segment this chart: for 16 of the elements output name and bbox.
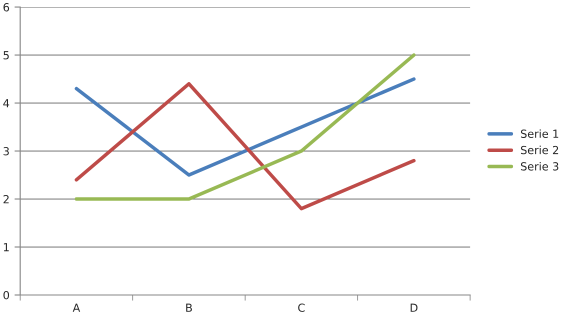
y-tick-label: 0 — [3, 290, 10, 300]
legend-label: Serie 2 — [520, 146, 558, 154]
y-tick-label: 6 — [3, 3, 10, 12]
y-tick-label: 3 — [4, 147, 9, 156]
y-tick-label: 2 — [4, 194, 9, 204]
legend-label: Serie 3 — [520, 162, 558, 171]
legend-label: Serie 1 — [520, 129, 558, 138]
x-tick-label: A — [72, 304, 80, 312]
x-tick-label: B — [186, 304, 192, 312]
y-tick-label: 4 — [3, 99, 10, 108]
x-tick-label: D — [410, 304, 418, 312]
x-tick-label: C — [298, 304, 305, 312]
y-tick-label: 5 — [4, 51, 9, 60]
line-series — [74, 82, 416, 210]
line-series — [74, 77, 416, 177]
y-tick-label: 1 — [4, 243, 9, 252]
